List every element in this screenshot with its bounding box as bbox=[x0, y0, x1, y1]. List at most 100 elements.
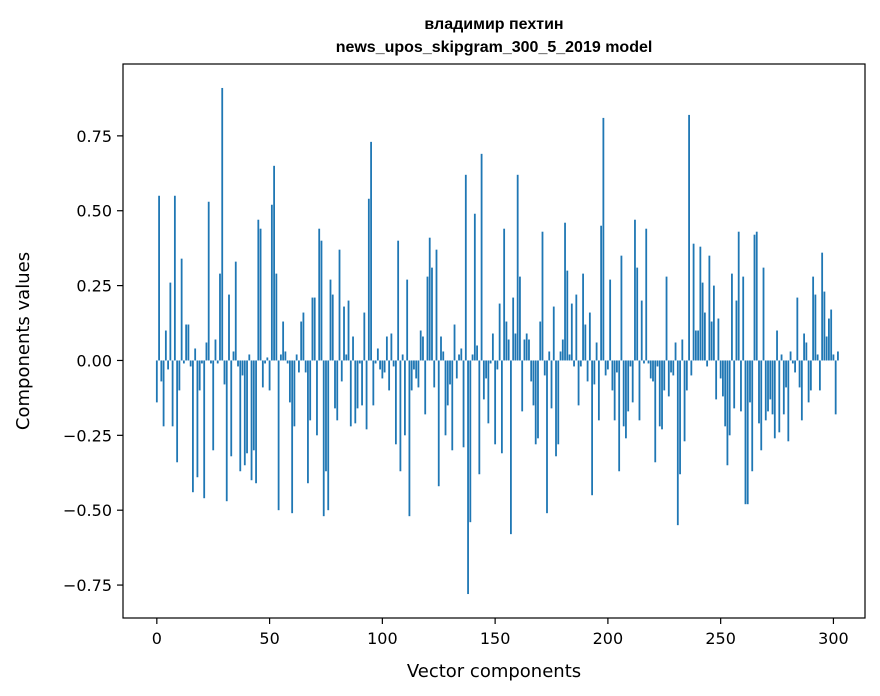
bar-188 bbox=[579, 360, 582, 367]
bar-104 bbox=[390, 333, 393, 361]
bar-105 bbox=[392, 360, 395, 367]
bar-76 bbox=[327, 360, 330, 511]
bar-236 bbox=[688, 114, 690, 361]
bar-234 bbox=[683, 360, 686, 442]
bar-291 bbox=[812, 276, 815, 361]
bar-143 bbox=[478, 360, 481, 475]
bar-232 bbox=[679, 360, 681, 475]
bar-272 bbox=[769, 360, 772, 400]
bar-163 bbox=[523, 339, 526, 361]
bar-14 bbox=[187, 324, 190, 361]
bar-300 bbox=[832, 354, 835, 361]
bar-154 bbox=[503, 228, 506, 361]
bar-227 bbox=[667, 360, 670, 397]
bar-180 bbox=[561, 339, 564, 361]
bar-106 bbox=[394, 360, 397, 445]
bar-161 bbox=[519, 276, 521, 361]
y-tick-label-1: −0.50 bbox=[63, 501, 112, 520]
y-tick-label-6: 0.75 bbox=[76, 127, 112, 146]
bar-63 bbox=[298, 360, 300, 373]
bar-20 bbox=[201, 360, 203, 364]
bar-3 bbox=[162, 360, 165, 427]
bar-49 bbox=[266, 357, 269, 361]
bar-69 bbox=[311, 297, 314, 361]
bar-115 bbox=[415, 360, 418, 379]
bar-52 bbox=[273, 165, 275, 361]
bar-84 bbox=[345, 354, 348, 361]
bar-179 bbox=[559, 351, 562, 361]
bar-223 bbox=[658, 360, 661, 427]
bar-121 bbox=[428, 237, 431, 361]
bar-162 bbox=[521, 360, 524, 412]
bar-298 bbox=[828, 318, 830, 361]
bar-282 bbox=[791, 360, 794, 364]
bar-74 bbox=[322, 360, 325, 517]
bar-260 bbox=[742, 276, 745, 361]
bar-203 bbox=[613, 360, 616, 421]
bar-250 bbox=[719, 360, 722, 379]
bar-157 bbox=[510, 360, 512, 535]
bar-182 bbox=[566, 270, 569, 361]
y-tick-label-4: 0.25 bbox=[76, 277, 112, 296]
bar-82 bbox=[340, 360, 343, 382]
bar-4 bbox=[164, 330, 167, 361]
bar-142 bbox=[476, 345, 478, 361]
bar-148 bbox=[489, 360, 492, 364]
bar-281 bbox=[789, 351, 792, 361]
bar-218 bbox=[647, 360, 650, 364]
x-tick-label-200: 200 bbox=[593, 629, 624, 648]
bar-235 bbox=[685, 360, 688, 391]
bar-12 bbox=[182, 360, 185, 364]
x-axis-ticks: 0 50 100 150 200 250 300 bbox=[152, 618, 849, 648]
bar-240 bbox=[697, 330, 699, 361]
bar-107 bbox=[397, 240, 400, 361]
bar-51 bbox=[270, 204, 273, 361]
x-axis-label: Vector components bbox=[407, 661, 581, 682]
bar-228 bbox=[670, 360, 672, 373]
bar-100 bbox=[381, 360, 384, 379]
bar-15 bbox=[189, 360, 192, 367]
bar-233 bbox=[681, 339, 684, 361]
bar-245 bbox=[708, 255, 711, 361]
bar-287 bbox=[803, 333, 805, 361]
bar-156 bbox=[507, 339, 510, 361]
x-tick-label-100: 100 bbox=[367, 629, 398, 648]
bar-17 bbox=[194, 348, 197, 361]
bar-266 bbox=[755, 231, 758, 361]
bar-120 bbox=[426, 276, 429, 361]
bar-187 bbox=[577, 360, 580, 406]
bar-110 bbox=[404, 360, 406, 436]
bar-215 bbox=[640, 300, 643, 361]
bar-149 bbox=[491, 333, 494, 361]
bar-38 bbox=[241, 360, 244, 376]
bar-205 bbox=[618, 360, 621, 472]
bar-18 bbox=[196, 360, 199, 478]
bar-130 bbox=[449, 360, 451, 385]
bar-217 bbox=[645, 228, 648, 361]
bar-78 bbox=[331, 294, 334, 361]
bar-80 bbox=[336, 360, 339, 421]
bar-140 bbox=[471, 354, 474, 361]
y-tick-label-2: −0.25 bbox=[63, 426, 112, 445]
bar-135 bbox=[460, 348, 463, 361]
bar-146 bbox=[485, 360, 487, 379]
chart-title-line-1: владимир пехтин bbox=[424, 16, 563, 33]
bar-159 bbox=[514, 333, 517, 361]
bar-283 bbox=[794, 360, 796, 373]
bar-177 bbox=[555, 360, 557, 457]
bar-136 bbox=[462, 360, 465, 448]
chart-title-line-2: news_upos_skipgram_300_5_2019 model bbox=[336, 39, 653, 56]
bar-124 bbox=[435, 249, 438, 361]
bar-114 bbox=[413, 360, 415, 370]
bar-85 bbox=[347, 300, 350, 361]
bar-271 bbox=[767, 360, 769, 412]
bar-99 bbox=[379, 360, 381, 370]
bar-211 bbox=[631, 360, 634, 403]
bar-94 bbox=[367, 198, 370, 361]
bar-255 bbox=[731, 273, 733, 361]
bar-6 bbox=[169, 282, 172, 361]
bar-237 bbox=[690, 360, 693, 376]
bar-28 bbox=[219, 273, 221, 361]
bar-171 bbox=[541, 231, 544, 361]
bar-34 bbox=[232, 351, 235, 361]
